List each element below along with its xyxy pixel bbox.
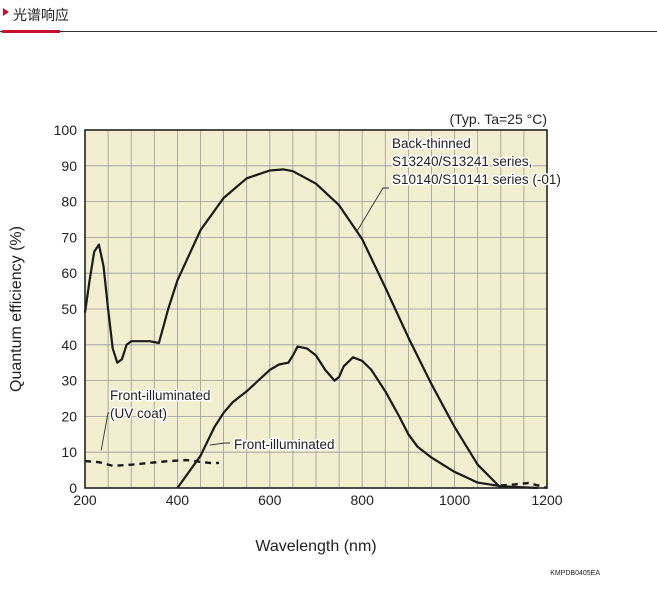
y-tick-label: 50 bbox=[61, 301, 77, 317]
y-tick-label: 100 bbox=[54, 122, 78, 138]
series-line-4 bbox=[500, 481, 548, 490]
x-tick-label: 800 bbox=[351, 492, 375, 508]
x-tick-labels: 200 400 600 800 1000 1200 bbox=[73, 492, 562, 508]
series-label: Back-thinned bbox=[392, 136, 471, 151]
y-tick-label: 0 bbox=[69, 480, 77, 496]
y-axis-label: Quantum efficiency (%) bbox=[8, 226, 25, 392]
header-divider bbox=[0, 31, 657, 32]
series-label: (UV coat) bbox=[110, 406, 167, 421]
series-line-1 bbox=[83, 168, 502, 489]
section-title: 光谱响应 bbox=[13, 8, 69, 24]
section-header: 光谱响应 bbox=[0, 0, 657, 34]
condition-note: (Typ. Ta=25 °C) bbox=[449, 111, 547, 127]
leader-line bbox=[209, 442, 230, 446]
y-tick-label: 90 bbox=[61, 158, 77, 174]
y-tick-label: 60 bbox=[61, 265, 77, 281]
grid bbox=[85, 130, 547, 488]
y-tick-labels: 0 10 20 30 40 50 60 70 80 90 100 bbox=[54, 122, 78, 496]
leader-lines bbox=[100, 187, 389, 451]
header-accent-bar bbox=[2, 30, 60, 33]
y-tick-label: 70 bbox=[61, 229, 77, 245]
series-layer bbox=[83, 168, 548, 490]
x-tick-label: 1000 bbox=[439, 492, 470, 508]
triangle-marker-icon bbox=[3, 8, 9, 16]
x-tick-label: 1200 bbox=[531, 492, 562, 508]
series-label: S13240/S13241 series, bbox=[392, 154, 532, 169]
x-tick-label: 400 bbox=[166, 492, 190, 508]
y-tick-label: 30 bbox=[61, 373, 77, 389]
leader-line bbox=[100, 412, 113, 451]
leader-line bbox=[357, 187, 389, 231]
y-tick-label: 10 bbox=[61, 444, 77, 460]
series-labels: Back-thinned S13240/S13241 series, S10140/… bbox=[109, 135, 563, 454]
series-line-2 bbox=[176, 345, 538, 490]
series-label: Front-illuminated bbox=[110, 388, 211, 403]
y-tick-label: 40 bbox=[61, 337, 77, 353]
series-label: Front-illuminated bbox=[234, 437, 335, 452]
series-label: S10140/S10141 series (-01) bbox=[392, 172, 561, 187]
y-tick-label: 80 bbox=[61, 194, 77, 210]
plot-frame bbox=[84, 129, 548, 489]
x-axis-label: Wavelength (nm) bbox=[255, 538, 376, 555]
figure-code: KMPDB0405EA bbox=[550, 570, 600, 577]
x-tick-label: 600 bbox=[258, 492, 282, 508]
y-tick-label: 20 bbox=[61, 408, 77, 424]
x-tick-label: 200 bbox=[73, 492, 97, 508]
